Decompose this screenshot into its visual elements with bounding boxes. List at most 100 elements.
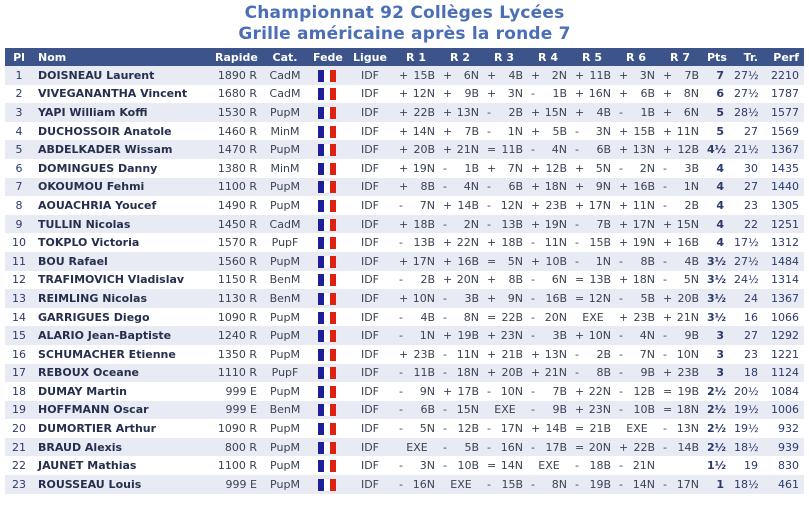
category-cell: PupF [271,366,299,380]
round-4-result-cell: +14B [531,422,567,436]
points-cell: 4 [716,198,724,212]
performance-cell: 1440 [771,180,799,194]
round-5-result-cell: -7B [575,217,611,231]
round-6-result-cell: -2N [619,161,655,175]
performance-cell: 1569 [771,124,799,138]
player-name-cell: DUMAY Martin [38,384,127,398]
france-flag-icon [317,106,337,119]
round-2-result-cell: +13N [443,105,479,119]
col-round-4: R 4 [526,48,570,66]
round-7-result-cell: -10N [663,347,699,361]
round-3-result-cell: +7N [487,161,523,175]
category-cell: PupM [270,254,300,268]
place-cell: 3 [15,105,23,119]
federation-cell [308,271,346,290]
france-flag-icon [317,367,337,380]
round-2-result-cell: +19B [443,329,479,343]
round-1-result-cell: +15B [399,68,435,82]
player-name-cell: BRAUD Alexis [38,440,123,454]
round-7-result-cell: +21N [663,310,699,324]
round-7-result-cell: -9B [663,329,699,343]
place-cell: 17 [12,366,26,380]
round-4-result-cell: -8N [531,477,567,491]
round-3-result-cell: -17N [487,422,523,436]
table-row: 8 AOUACHRIA Youcef 1490 R PupM IDF -7N +14B -12… [5,196,804,215]
tiebreak-cell: 16 [744,310,758,324]
france-flag-icon [317,144,337,157]
category-cell: PupM [270,477,300,491]
round-6-result-cell: +23B [619,310,655,324]
federation-cell [308,438,346,457]
round-4-result-cell: -6N [531,273,567,287]
federation-cell [308,456,346,475]
round-6-result-cell: EXE [626,422,648,436]
round-3-result-cell: +18B [487,236,523,250]
tiebreak-cell: 27½ [734,87,759,101]
france-flag-icon [317,125,337,138]
round-6-result-cell: -8B [619,254,655,268]
points-cell: 4 [716,236,724,250]
points-cell: 5 [716,124,724,138]
round-3-result-cell: +20B [487,366,523,380]
table-row: 15 ALARIO Jean-Baptiste 1240 R PupM IDF -1N +1… [5,326,804,345]
round-6-result-cell: +6B [619,87,655,101]
rating-cell: 1570 R [217,236,257,250]
col-round-1: R 1 [394,48,438,66]
points-cell: 1 [716,477,724,491]
points-cell: 3½ [707,310,727,324]
league-cell: IDF [360,329,380,343]
federation-cell [308,475,346,494]
col-federation: Fede [308,48,346,66]
round-2-result-cell: -2N [443,217,479,231]
round-2-result-cell: +9B [443,87,479,101]
federation-cell [308,140,346,159]
table-row: 4 DUCHOSSOIR Anatole 1460 R MinM IDF +14N +7B -… [5,121,804,141]
rating-cell: 1090 R [217,422,257,436]
round-3-result-cell: -13B [487,217,523,231]
table-row: 11 BOU Rafael 1560 R PupM IDF +17N +16B = 5N +10B… [5,251,804,271]
place-cell: 13 [12,291,26,305]
round-2-result-cell: -10B [443,459,479,473]
table-row: 17 REBOUX Oceane 1110 R PupF IDF -11B -18N +20B… [5,363,804,383]
round-4-result-cell: +2N [531,68,567,82]
round-4-result-cell: +5B [531,124,567,138]
round-2-result-cell: +14B [443,198,479,212]
round-7-result-cell: +15N [663,217,699,231]
round-6-result-cell: -7N [619,347,655,361]
table-row: 21 BRAUD Alexis 800 R PupM IDF EXE -5B -16N -17B… [5,437,804,457]
rating-cell: 1350 R [217,347,257,361]
category-cell: MinM [270,124,300,138]
round-5-result-cell: -1N [575,254,611,268]
tiebreak-cell: 19 [744,459,758,473]
tiebreak-cell: 22 [744,217,758,231]
round-7-result-cell: -1N [663,180,699,194]
round-4-result-cell: EXE [538,459,560,473]
tiebreak-cell: 23 [744,198,758,212]
round-3-result-cell: +9N [487,291,523,305]
rating-cell: 1890 R [217,68,257,82]
tiebreak-cell: 27½ [734,68,759,82]
round-1-result-cell: -6B [399,403,435,417]
points-cell: 2½ [707,422,727,436]
federation-cell [308,215,346,234]
rating-cell: 1100 R [217,180,257,194]
col-round-7: R 7 [658,48,702,66]
col-round-6: R 6 [614,48,658,66]
player-name-cell: YAPI William Koffi [38,105,148,119]
performance-cell: 1305 [771,198,799,212]
round-5-result-cell: -3N [575,124,611,138]
round-1-result-cell: +19N [399,161,435,175]
table-row: 16 SCHUMACHER Etienne 1350 R PupM IDF +23B -11… [5,344,804,364]
round-4-result-cell: -9B [531,403,567,417]
tiebreak-cell: 21½ [734,143,759,157]
france-flag-icon [317,423,337,436]
round-1-result-cell: -1N [399,329,435,343]
points-cell: 4 [716,217,724,231]
player-name-cell: VIVEGANANTHA Vincent [38,87,188,101]
round-7-result-cell: +16B [663,236,699,250]
round-4-result-cell: +18N [531,180,567,194]
tiebreak-cell: 24 [744,291,758,305]
rating-cell: 999 E [225,403,257,417]
col-league: Ligue [346,48,394,66]
round-1-result-cell: -7N [399,198,435,212]
